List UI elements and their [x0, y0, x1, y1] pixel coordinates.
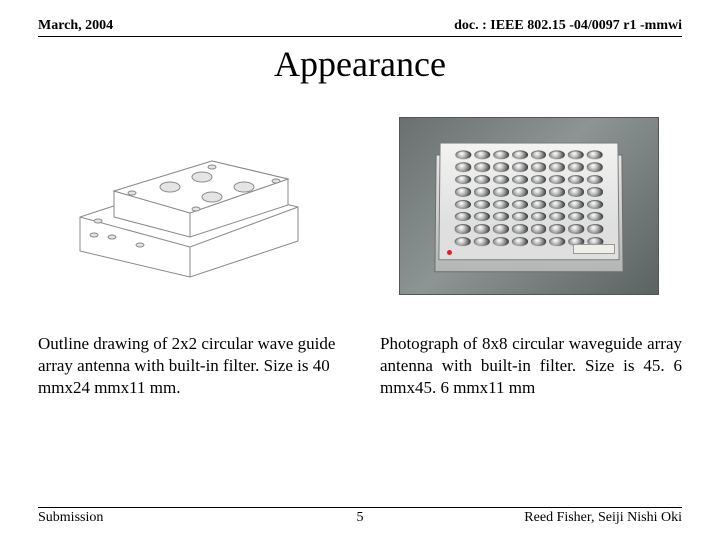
captions-row: Outline drawing of 2x2 circular wave gui… — [38, 333, 682, 399]
waveguide-hole — [511, 212, 527, 221]
waveguide-hole — [586, 150, 602, 159]
waveguide-hole — [492, 187, 508, 196]
figures-row — [38, 111, 682, 301]
waveguide-hole — [549, 212, 565, 221]
waveguide-hole — [568, 187, 584, 196]
figure-left — [38, 111, 345, 301]
waveguide-hole — [530, 199, 546, 208]
slide: March, 2004 doc. : IEEE 802.15 -04/0097 … — [0, 0, 720, 540]
waveguide-hole — [549, 237, 565, 246]
waveguide-hole — [474, 150, 490, 159]
waveguide-hole — [455, 163, 471, 172]
waveguide-hole — [586, 163, 602, 172]
waveguide-hole — [454, 212, 470, 221]
waveguide-hole — [473, 212, 489, 221]
waveguide-hole — [455, 187, 471, 196]
waveguide-hole — [549, 224, 565, 233]
page-number: 5 — [253, 510, 468, 526]
waveguide-hole — [568, 175, 584, 184]
waveguide-hole — [473, 224, 489, 233]
waveguide-hole — [454, 237, 470, 246]
waveguide-hole — [455, 175, 471, 184]
red-marker-icon — [447, 250, 452, 255]
waveguide-hole — [568, 224, 584, 233]
waveguide-hole — [492, 163, 508, 172]
outline-drawing — [62, 121, 322, 291]
waveguide-hole — [473, 175, 489, 184]
waveguide-hole — [530, 187, 546, 196]
waveguide-hole — [530, 163, 546, 172]
waveguide-hole — [530, 224, 546, 233]
waveguide-hole — [587, 187, 603, 196]
waveguide-hole — [473, 237, 489, 246]
waveguide-hole — [587, 212, 603, 221]
header: March, 2004 doc. : IEEE 802.15 -04/0097 … — [38, 18, 682, 37]
caption-right: Photograph of 8x8 circular waveguide arr… — [380, 333, 682, 399]
figure-right — [375, 111, 682, 301]
footer-authors: Reed Fisher, Seiji Nishi Oki — [467, 510, 682, 526]
waveguide-hole — [549, 187, 565, 196]
waveguide-hole — [568, 163, 584, 172]
waveguide-hole — [530, 175, 546, 184]
waveguide-hole — [454, 199, 470, 208]
waveguide-hole — [549, 199, 565, 208]
waveguide-hole — [511, 163, 527, 172]
waveguide-hole — [549, 163, 565, 172]
waveguide-hole — [492, 237, 508, 246]
waveguide-hole — [492, 224, 508, 233]
waveguide-hole — [511, 224, 527, 233]
waveguide-hole — [474, 163, 490, 172]
caption-left: Outline drawing of 2x2 circular wave gui… — [38, 333, 340, 399]
waveguide-hole — [530, 237, 546, 246]
waveguide-hole — [511, 199, 527, 208]
page-title: Appearance — [38, 43, 682, 85]
device — [429, 136, 629, 276]
waveguide-hole — [530, 212, 546, 221]
waveguide-hole — [454, 224, 470, 233]
waveguide-hole — [549, 175, 565, 184]
waveguide-hole — [511, 187, 527, 196]
waveguide-hole — [492, 150, 508, 159]
header-date: March, 2004 — [38, 18, 113, 34]
waveguide-hole — [568, 212, 584, 221]
waveguide-hole — [587, 224, 603, 233]
waveguide-hole — [473, 199, 489, 208]
waveguide-hole — [492, 175, 508, 184]
waveguide-hole — [492, 199, 508, 208]
waveguide-hole — [473, 187, 489, 196]
waveguide-hole — [511, 237, 527, 246]
waveguide-hole — [568, 150, 584, 159]
footer: Submission 5 Reed Fisher, Seiji Nishi Ok… — [38, 507, 682, 526]
waveguide-hole — [511, 150, 527, 159]
waveguide-hole — [587, 199, 603, 208]
header-doc-id: doc. : IEEE 802.15 -04/0097 r1 -mmwi — [454, 18, 682, 34]
waveguide-hole — [492, 212, 508, 221]
footer-left: Submission — [38, 510, 253, 526]
waveguide-hole — [511, 175, 527, 184]
waveguide-hole — [586, 175, 602, 184]
device-label-tag — [573, 244, 615, 254]
waveguide-hole — [530, 150, 546, 159]
waveguide-hole — [568, 199, 584, 208]
waveguide-hole — [455, 150, 471, 159]
waveguide-hole — [549, 150, 565, 159]
waveguide-hole-grid — [454, 150, 603, 246]
device-photo — [399, 117, 659, 295]
